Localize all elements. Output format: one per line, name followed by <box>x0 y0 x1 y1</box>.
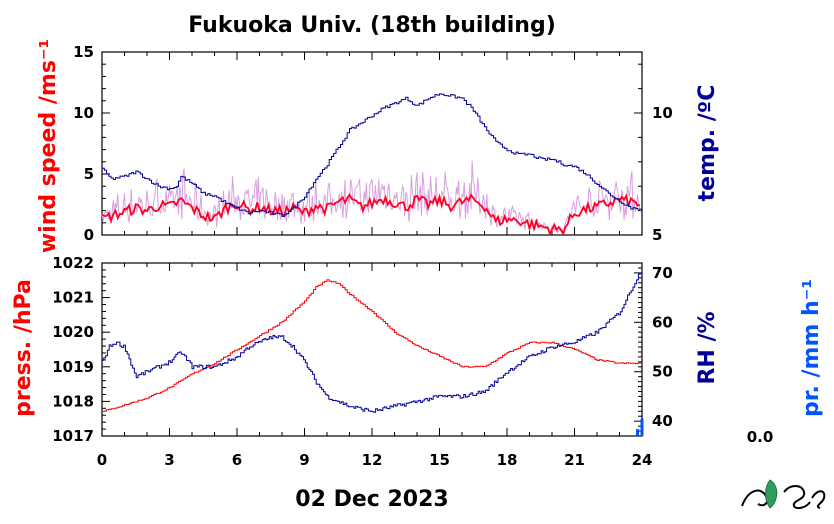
left-tick-label: 1022 <box>52 254 94 272</box>
wind-series <box>101 193 641 237</box>
right-tick-label: 70 <box>652 264 673 282</box>
right-tick-label: 40 <box>652 412 673 430</box>
left-tick-label: 1020 <box>52 323 94 341</box>
bottom-frame <box>101 262 643 437</box>
rain-bar <box>640 418 644 436</box>
chart-title: Fukuoka Univ. (18th building) <box>188 13 556 38</box>
right-tick-label: 50 <box>652 363 673 381</box>
left-tick-label: 1018 <box>52 392 94 410</box>
x-tick-label: 18 <box>497 451 518 469</box>
x-tick-label: 21 <box>564 451 585 469</box>
bottom-panel: 1017 1018 1019 1020 1021 1022 40 50 60 70 <box>52 254 673 445</box>
rain-bar <box>636 429 639 436</box>
x-tick-label: 9 <box>299 451 309 469</box>
temp-series <box>102 93 643 217</box>
left-tick-label: 1021 <box>52 289 94 307</box>
left-tick-label: 1019 <box>52 358 94 376</box>
left-tick-label: 10 <box>73 104 94 122</box>
x-tick-label: 0 <box>97 451 107 469</box>
press-axis-label: press. /hPa <box>11 279 36 417</box>
x-tick-label: 3 <box>164 451 174 469</box>
x-axis-ticks: 0 3 6 9 12 15 18 21 24 <box>97 451 653 469</box>
wind-axis-label: wind speed /ms⁻¹ <box>36 39 61 253</box>
right-tick-label: 10 <box>652 104 673 122</box>
left-tick-label: 15 <box>73 43 94 61</box>
date-label: 02 Dec 2023 <box>295 487 448 512</box>
rain-value: 0.0 <box>747 428 774 446</box>
left-tick-label: 1017 <box>52 427 94 445</box>
temp-axis-label: temp. /ºC <box>695 85 720 202</box>
right-tick-label: 5 <box>652 226 662 244</box>
left-tick-label: 0 <box>84 226 94 244</box>
right-tick-label: 60 <box>652 313 673 331</box>
rain-axis-label: pr. /mm h⁻¹ <box>799 279 824 417</box>
x-tick-label: 12 <box>362 451 383 469</box>
left-tick-label: 5 <box>84 165 94 183</box>
rh-axis-label: RH /% <box>695 311 720 384</box>
x-tick-label: 24 <box>632 451 653 469</box>
logo <box>741 479 826 510</box>
x-tick-label: 15 <box>429 451 450 469</box>
wind-gust-series <box>101 160 642 234</box>
x-tick-label: 6 <box>232 451 242 469</box>
press-series <box>102 279 643 412</box>
top-panel: 0 5 10 15 5 10 <box>73 43 673 244</box>
rh-series <box>102 269 643 413</box>
